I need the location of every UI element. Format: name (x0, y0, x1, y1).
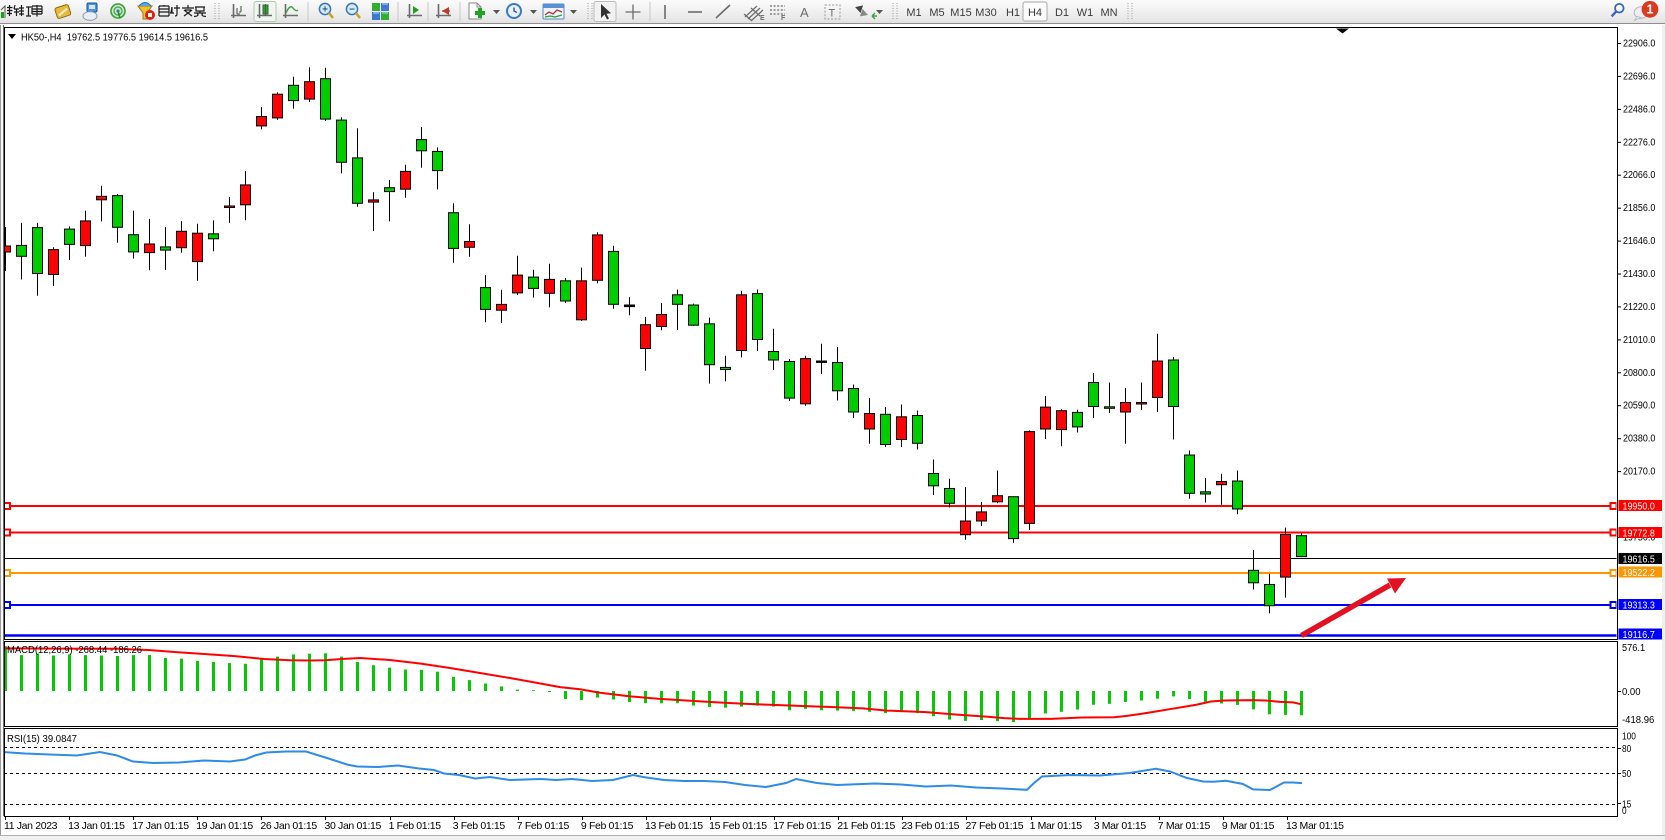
svg-text:H4: H4 (1028, 7, 1042, 19)
svg-text:50: 50 (1622, 769, 1632, 780)
svg-text:HK50-,H4 19762.5 19776.5 1961: HK50-,H4 19762.5 19776.5 19614.5 19616.5 (21, 32, 208, 44)
svg-text:13 Feb 01:15: 13 Feb 01:15 (645, 820, 703, 832)
svg-text:0.00: 0.00 (1622, 687, 1641, 698)
svg-text:19950.0: 19950.0 (1623, 501, 1656, 512)
svg-text:26 Jan 01:15: 26 Jan 01:15 (260, 820, 317, 832)
svg-text:19616.5: 19616.5 (1623, 554, 1656, 565)
svg-text:M5: M5 (929, 7, 944, 19)
svg-text:22066.0: 22066.0 (1623, 170, 1656, 181)
svg-text:21646.0: 21646.0 (1623, 236, 1656, 247)
svg-text:30 Jan 01:15: 30 Jan 01:15 (325, 820, 382, 832)
svg-text:19116.7: 19116.7 (1623, 630, 1656, 641)
svg-text:21 Feb 01:15: 21 Feb 01:15 (837, 820, 895, 832)
svg-text:13 Mar 01:15: 13 Mar 01:15 (1286, 820, 1344, 832)
svg-text:T: T (829, 8, 836, 20)
svg-text:E: E (760, 15, 765, 22)
svg-text:20800.0: 20800.0 (1623, 368, 1656, 379)
svg-text:17 Jan 01:15: 17 Jan 01:15 (132, 820, 189, 832)
svg-text:7 Feb 01:15: 7 Feb 01:15 (517, 820, 570, 832)
svg-text:15 Feb 01:15: 15 Feb 01:15 (709, 820, 767, 832)
svg-text:1 Mar 01:15: 1 Mar 01:15 (1030, 820, 1083, 832)
svg-text:22906.0: 22906.0 (1623, 39, 1656, 50)
svg-text:22696.0: 22696.0 (1623, 71, 1656, 82)
svg-text:22276.0: 22276.0 (1623, 137, 1656, 148)
svg-text:21010.0: 21010.0 (1623, 335, 1656, 346)
svg-text:RSI(15) 39.0847: RSI(15) 39.0847 (7, 733, 77, 745)
svg-text:23 Feb 01:15: 23 Feb 01:15 (901, 820, 959, 832)
svg-text:22486.0: 22486.0 (1623, 104, 1656, 115)
svg-text:17 Feb 01:15: 17 Feb 01:15 (773, 820, 831, 832)
svg-text:13 Jan 01:15: 13 Jan 01:15 (68, 820, 125, 832)
svg-text:3 Feb 01:15: 3 Feb 01:15 (453, 820, 506, 832)
svg-text:M30: M30 (975, 7, 996, 19)
svg-text:1: 1 (1647, 3, 1654, 17)
svg-text:+: + (322, 5, 328, 16)
svg-text:H1: H1 (1006, 7, 1020, 19)
svg-text:19772.8: 19772.8 (1623, 528, 1656, 539)
svg-text:A: A (800, 5, 809, 20)
svg-text:20170.0: 20170.0 (1623, 467, 1656, 478)
svg-text:19313.3: 19313.3 (1623, 600, 1656, 611)
svg-text:11 Jan 2023: 11 Jan 2023 (4, 820, 58, 832)
svg-text:0: 0 (1622, 806, 1627, 817)
svg-text:576.1: 576.1 (1622, 643, 1645, 654)
svg-text:F: F (781, 15, 786, 22)
svg-text:M15: M15 (950, 7, 971, 19)
svg-text:9 Feb 01:15: 9 Feb 01:15 (581, 820, 634, 832)
svg-text:W1: W1 (1077, 7, 1094, 19)
svg-text:MN: MN (1100, 7, 1117, 19)
svg-text:21220.0: 21220.0 (1623, 302, 1656, 313)
svg-text:19522.2: 19522.2 (1623, 568, 1656, 579)
svg-text:7 Mar 01:15: 7 Mar 01:15 (1158, 820, 1211, 832)
svg-text:20380.0: 20380.0 (1623, 434, 1656, 445)
svg-text:21430.0: 21430.0 (1623, 269, 1656, 280)
svg-text:15: 15 (1622, 799, 1632, 810)
svg-text:1 Feb 01:15: 1 Feb 01:15 (389, 820, 442, 832)
svg-text:20590.0: 20590.0 (1623, 401, 1656, 412)
svg-text:-418.96: -418.96 (1622, 715, 1655, 726)
svg-text:80: 80 (1622, 744, 1632, 755)
svg-text:100: 100 (1622, 732, 1636, 743)
svg-text:−: − (349, 5, 355, 16)
svg-text:D1: D1 (1055, 7, 1069, 19)
svg-text:21856.0: 21856.0 (1623, 203, 1656, 214)
svg-text:19 Jan 01:15: 19 Jan 01:15 (196, 820, 253, 832)
svg-text:27 Feb 01:15: 27 Feb 01:15 (966, 820, 1024, 832)
svg-text:MACD(12,26,9) -268.44 -186.26: MACD(12,26,9) -268.44 -186.26 (7, 644, 142, 656)
svg-text:3 Mar 01:15: 3 Mar 01:15 (1094, 820, 1147, 832)
svg-text:M1: M1 (906, 7, 921, 19)
svg-text:9 Mar 01:15: 9 Mar 01:15 (1222, 820, 1275, 832)
